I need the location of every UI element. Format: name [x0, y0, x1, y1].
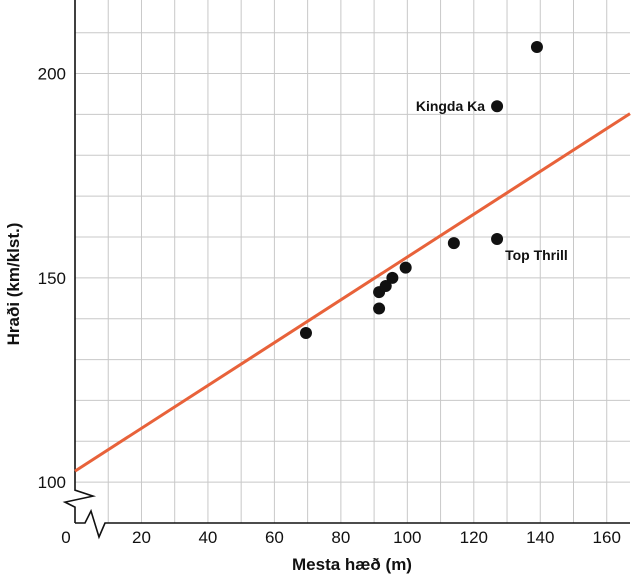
data-point — [386, 271, 399, 284]
points-layer — [299, 40, 543, 340]
y-tick-label: 100 — [38, 473, 66, 492]
axes — [62, 0, 630, 540]
x-tick-label: 100 — [393, 528, 421, 547]
data-point — [399, 261, 412, 274]
data-point — [379, 280, 392, 293]
x-tick-label: 40 — [198, 528, 217, 547]
data-point — [491, 100, 504, 113]
trendline — [74, 112, 631, 473]
x-tick-label: 20 — [132, 528, 151, 547]
y-tick-labels: 100 150 200 — [38, 65, 66, 493]
x-axis-title: Mesta hæð (m) — [292, 555, 412, 574]
x-tick-label: 140 — [526, 528, 554, 547]
grid-lines — [75, 0, 630, 523]
data-point — [373, 302, 386, 315]
x-tick-labels: 0 20 40 60 80 100 120 140 160 — [61, 528, 621, 547]
x-tick-label: 160 — [593, 528, 621, 547]
x-tick-label: 80 — [331, 528, 350, 547]
x-tick-label: 0 — [61, 528, 70, 547]
annotation-top-thrill: Top Thrill — [505, 247, 568, 263]
y-axis-line — [62, 0, 97, 523]
data-point — [447, 237, 460, 250]
annotations: Kingda Ka Top Thrill — [416, 98, 568, 263]
trendline-layer — [74, 112, 631, 473]
y-axis-title: Hraði (km/klst.) — [4, 223, 23, 346]
y-tick-label: 150 — [38, 269, 66, 288]
x-tick-label: 120 — [460, 528, 488, 547]
y-tick-label: 200 — [38, 65, 66, 84]
x-tick-label: 60 — [265, 528, 284, 547]
annotation-kingda-ka: Kingda Ka — [416, 98, 485, 114]
data-point — [491, 233, 504, 246]
data-point — [299, 327, 312, 340]
data-point — [530, 40, 543, 53]
x-axis-line — [75, 508, 630, 540]
